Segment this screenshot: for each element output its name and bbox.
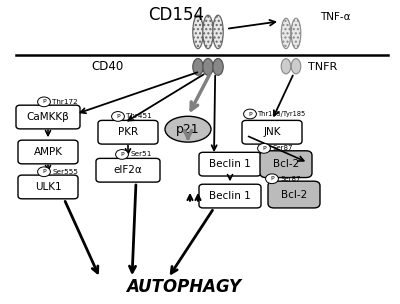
Circle shape [38, 97, 50, 107]
FancyBboxPatch shape [96, 158, 160, 182]
FancyBboxPatch shape [18, 175, 78, 199]
Ellipse shape [281, 59, 291, 74]
Circle shape [38, 167, 50, 177]
Text: Ser51: Ser51 [130, 151, 152, 157]
Circle shape [266, 174, 278, 184]
Text: AMPK: AMPK [34, 147, 62, 157]
Text: p21: p21 [176, 123, 200, 136]
FancyBboxPatch shape [18, 140, 78, 164]
Ellipse shape [193, 59, 203, 75]
Text: P: P [120, 152, 124, 157]
Text: CD154: CD154 [148, 6, 204, 24]
Text: CD40: CD40 [92, 60, 124, 73]
Text: Ser87: Ser87 [280, 176, 301, 182]
Text: Ser87: Ser87 [272, 145, 293, 151]
Text: TNFR: TNFR [308, 62, 337, 72]
Ellipse shape [165, 116, 211, 142]
Text: JNK: JNK [263, 127, 281, 137]
Text: ULK1: ULK1 [35, 182, 61, 192]
Text: P: P [270, 176, 274, 181]
Text: Bcl-2: Bcl-2 [281, 190, 307, 199]
Text: P: P [42, 99, 46, 104]
Text: P: P [262, 146, 266, 151]
FancyBboxPatch shape [199, 152, 261, 176]
Circle shape [258, 143, 270, 153]
Text: CaMKKβ: CaMKKβ [27, 112, 69, 122]
Text: AUTOPHAGY: AUTOPHAGY [126, 278, 242, 296]
Ellipse shape [213, 15, 223, 49]
Text: Thr172: Thr172 [52, 99, 78, 105]
Circle shape [244, 109, 256, 119]
Text: PKR: PKR [118, 127, 138, 137]
Text: P: P [42, 169, 46, 174]
Text: Ser555: Ser555 [52, 169, 78, 175]
Ellipse shape [281, 18, 291, 49]
Text: P: P [116, 114, 120, 119]
Text: P: P [248, 112, 252, 116]
FancyBboxPatch shape [199, 184, 261, 208]
FancyBboxPatch shape [98, 120, 158, 144]
Text: Thr451: Thr451 [126, 113, 152, 119]
Text: Thr183/Tyr185: Thr183/Tyr185 [258, 111, 307, 117]
Circle shape [112, 112, 124, 121]
FancyBboxPatch shape [268, 181, 320, 208]
Text: Beclin 1: Beclin 1 [209, 191, 251, 201]
Ellipse shape [193, 15, 203, 49]
Ellipse shape [213, 59, 223, 75]
Circle shape [116, 150, 128, 159]
Text: Beclin 1: Beclin 1 [209, 159, 251, 169]
Ellipse shape [203, 59, 213, 75]
Text: eIF2α: eIF2α [114, 165, 142, 175]
Text: Bcl-2: Bcl-2 [273, 159, 299, 169]
FancyBboxPatch shape [260, 151, 312, 178]
Ellipse shape [291, 18, 301, 49]
Ellipse shape [203, 15, 213, 49]
Text: TNF-α: TNF-α [320, 12, 350, 22]
FancyBboxPatch shape [16, 105, 80, 129]
FancyBboxPatch shape [242, 120, 302, 144]
Ellipse shape [291, 59, 301, 74]
